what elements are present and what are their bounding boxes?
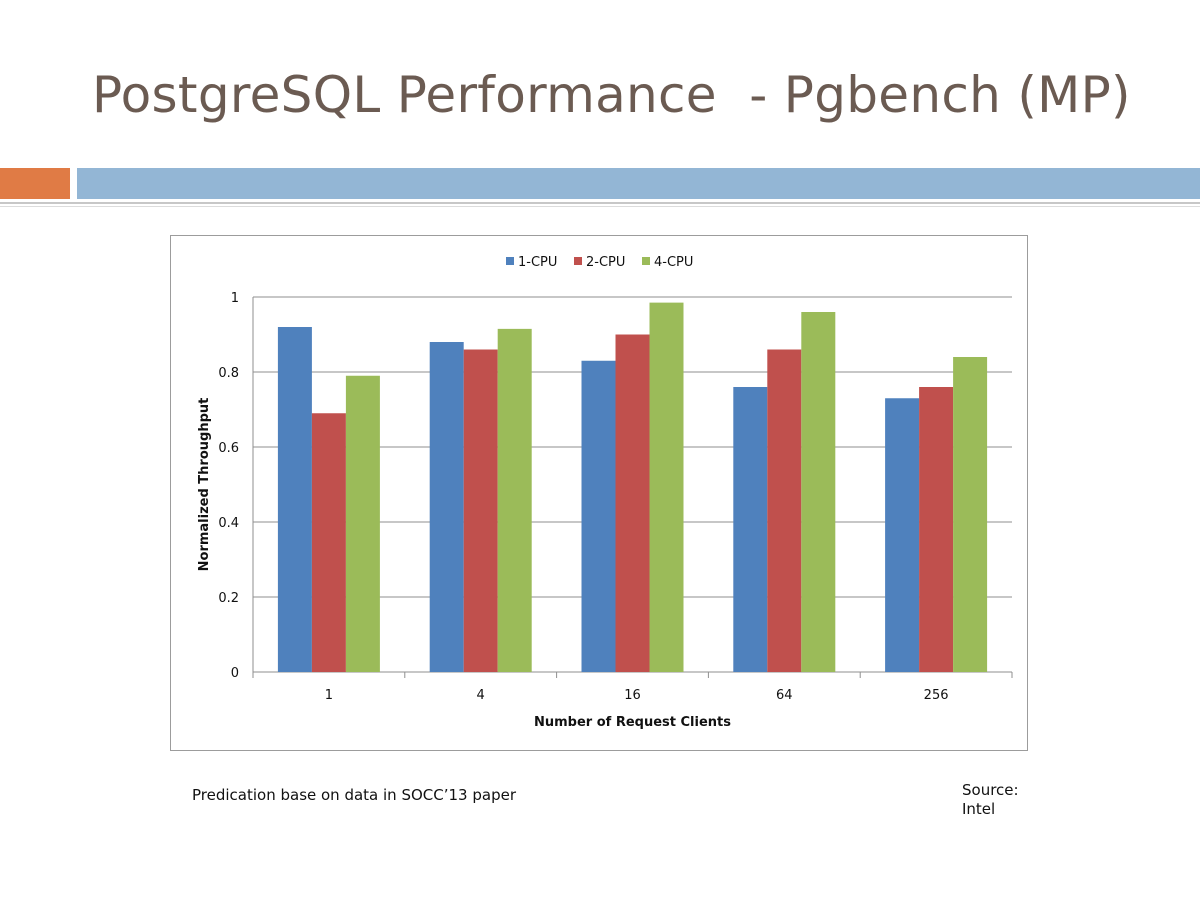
y-tick-label: 0.2 — [218, 591, 239, 606]
divider-line — [0, 202, 1200, 204]
bar-1-cpu-4 — [429, 342, 464, 672]
bar-4-cpu-4 — [497, 328, 532, 672]
slide-title: PostgreSQL Performance - Pgbench (MP) — [92, 66, 1131, 124]
bar-4-cpu-256 — [953, 357, 988, 672]
bar-2-cpu-256 — [919, 387, 954, 672]
legend-label-2-cpu: 2-CPU — [586, 255, 625, 270]
accent-bar-blue — [77, 168, 1200, 199]
y-tick-label: 0.8 — [218, 366, 239, 381]
y-tick-label: 0.4 — [218, 516, 239, 531]
x-tick-label: 1 — [325, 688, 333, 703]
x-tick-label: 256 — [924, 688, 949, 703]
bar-2-cpu-16 — [615, 334, 650, 672]
legend-swatch-1-cpu — [506, 257, 514, 265]
legend-label-4-cpu: 4-CPU — [654, 255, 693, 270]
legend-label-1-cpu: 1-CPU — [518, 255, 557, 270]
x-tick-label: 4 — [477, 688, 485, 703]
x-axis-title: Number of Request Clients — [534, 715, 731, 730]
source-note: Source: Intel — [962, 781, 1019, 818]
y-tick-label: 1 — [231, 291, 239, 306]
bar-1-cpu-256 — [885, 398, 920, 672]
bar-2-cpu-4 — [463, 349, 498, 672]
bar-1-cpu-16 — [581, 360, 616, 672]
bar-2-cpu-1 — [311, 413, 346, 672]
bar-4-cpu-64 — [801, 312, 836, 672]
bar-2-cpu-64 — [767, 349, 802, 672]
bar-4-cpu-1 — [345, 375, 380, 672]
x-tick-label: 64 — [776, 688, 793, 703]
legend-swatch-2-cpu — [574, 257, 582, 265]
y-axis-title: Normalized Throughput — [197, 398, 212, 572]
bar-chart: 0 0.2 0.4 0.6 0.8 1 1 4 16 64 256 Number of Request… — [197, 255, 1013, 730]
chart-frame: 0 0.2 0.4 0.6 0.8 1 1 4 16 64 256 Number of Request… — [170, 235, 1028, 751]
footnote: Predication base on data in SOCC’13 pape… — [192, 786, 516, 804]
y-tick-label: 0 — [231, 666, 239, 681]
x-tick-label: 16 — [624, 688, 641, 703]
bar-4-cpu-16 — [649, 302, 684, 672]
legend-swatch-4-cpu — [642, 257, 650, 265]
y-tick-label: 0.6 — [218, 441, 239, 456]
divider-line-thin — [0, 206, 1200, 207]
bar-1-cpu-64 — [733, 387, 768, 672]
bar-1-cpu-1 — [277, 327, 312, 672]
accent-bar-orange — [0, 168, 70, 199]
